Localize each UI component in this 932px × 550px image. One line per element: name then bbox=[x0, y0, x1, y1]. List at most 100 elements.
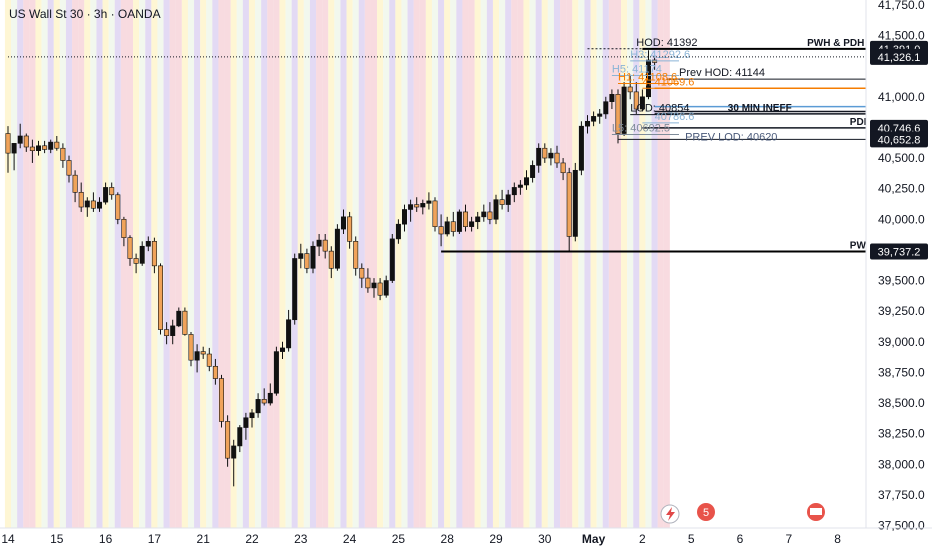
candle-body[interactable] bbox=[469, 221, 475, 227]
candle-body[interactable] bbox=[554, 152, 560, 164]
candle-body[interactable] bbox=[11, 143, 17, 154]
candle-body[interactable] bbox=[347, 216, 353, 242]
candle-body[interactable] bbox=[450, 221, 456, 232]
candle-body[interactable] bbox=[158, 265, 164, 330]
candle-body[interactable] bbox=[633, 91, 639, 110]
candle-body[interactable] bbox=[517, 184, 523, 188]
candle-body[interactable] bbox=[536, 147, 542, 166]
candle-body[interactable] bbox=[225, 421, 231, 459]
candle-body[interactable] bbox=[542, 147, 548, 159]
candle-body[interactable] bbox=[334, 228, 340, 269]
candle-body[interactable] bbox=[212, 365, 218, 379]
candle-body[interactable] bbox=[530, 165, 536, 178]
candle-body[interactable] bbox=[420, 203, 426, 208]
candle-body[interactable] bbox=[66, 160, 72, 176]
earnings-icon[interactable] bbox=[697, 503, 715, 521]
candle-body[interactable] bbox=[54, 141, 60, 149]
candle-body[interactable] bbox=[255, 399, 261, 414]
candle-body[interactable] bbox=[170, 325, 176, 336]
candle-body[interactable] bbox=[261, 399, 267, 404]
candle-body[interactable] bbox=[279, 347, 285, 352]
candle-body[interactable] bbox=[72, 174, 78, 193]
candle-body[interactable] bbox=[29, 146, 35, 151]
candle-body[interactable] bbox=[115, 194, 121, 220]
candle-body[interactable] bbox=[408, 204, 414, 210]
candle-body[interactable] bbox=[5, 133, 11, 154]
candle-body[interactable] bbox=[365, 277, 371, 289]
candle-body[interactable] bbox=[304, 253, 310, 269]
candle-body[interactable] bbox=[109, 187, 115, 196]
candle-body[interactable] bbox=[340, 216, 346, 230]
candle-body[interactable] bbox=[298, 253, 304, 259]
candle-body[interactable] bbox=[560, 162, 566, 174]
candle-body[interactable] bbox=[97, 201, 103, 209]
candle-body[interactable] bbox=[591, 116, 597, 122]
candle-body[interactable] bbox=[219, 378, 225, 422]
candle-body[interactable] bbox=[615, 94, 621, 134]
candle-body[interactable] bbox=[322, 239, 328, 252]
candle-body[interactable] bbox=[383, 280, 389, 296]
candle-body[interactable] bbox=[438, 226, 444, 235]
candle-body[interactable] bbox=[35, 145, 41, 151]
candle-body[interactable] bbox=[164, 329, 170, 336]
candle-body[interactable] bbox=[548, 152, 554, 159]
candle-body[interactable] bbox=[60, 147, 66, 161]
candle-body[interactable] bbox=[316, 239, 322, 247]
candle-body[interactable] bbox=[371, 282, 377, 289]
candle-body[interactable] bbox=[103, 187, 109, 203]
candle-body[interactable] bbox=[42, 145, 48, 150]
candle-body[interactable] bbox=[584, 120, 590, 127]
candle-body[interactable] bbox=[359, 267, 365, 279]
candle-body[interactable] bbox=[499, 199, 505, 205]
candle-body[interactable] bbox=[432, 200, 438, 227]
candle-body[interactable] bbox=[511, 187, 517, 196]
candle-body[interactable] bbox=[17, 135, 23, 144]
candle-body[interactable] bbox=[121, 218, 127, 238]
candle-body[interactable] bbox=[377, 282, 383, 296]
candle-body[interactable] bbox=[426, 200, 432, 204]
candle-body[interactable] bbox=[84, 200, 90, 208]
candle-body[interactable] bbox=[462, 211, 468, 227]
candle-body[interactable] bbox=[151, 241, 157, 267]
candle-body[interactable] bbox=[389, 238, 395, 281]
candle-body[interactable] bbox=[237, 427, 243, 447]
candle-body[interactable] bbox=[200, 351, 206, 355]
candle-body[interactable] bbox=[273, 351, 279, 394]
candle-body[interactable] bbox=[444, 221, 450, 235]
candle-body[interactable] bbox=[639, 96, 645, 110]
candle-body[interactable] bbox=[90, 200, 96, 209]
candle-body[interactable] bbox=[292, 258, 298, 321]
candle-body[interactable] bbox=[139, 245, 145, 264]
candle-body[interactable] bbox=[566, 172, 572, 237]
candle-body[interactable] bbox=[206, 353, 212, 367]
candle-body[interactable] bbox=[395, 223, 401, 240]
candle-body[interactable] bbox=[475, 216, 481, 223]
candle-body[interactable] bbox=[133, 258, 139, 264]
candle-body[interactable] bbox=[48, 141, 54, 150]
candle-body[interactable] bbox=[231, 445, 237, 459]
candle-body[interactable] bbox=[578, 125, 584, 171]
candle-body[interactable] bbox=[456, 211, 462, 232]
candle-body[interactable] bbox=[145, 241, 151, 247]
candle-body[interactable] bbox=[627, 86, 633, 93]
candle-body[interactable] bbox=[481, 211, 487, 218]
candle-body[interactable] bbox=[127, 237, 133, 259]
candle-body[interactable] bbox=[505, 194, 511, 205]
candle-body[interactable] bbox=[243, 417, 249, 428]
candle-body[interactable] bbox=[188, 334, 194, 361]
candle-body[interactable] bbox=[609, 94, 615, 102]
candle-body[interactable] bbox=[597, 113, 603, 117]
candle-body[interactable] bbox=[176, 310, 182, 327]
candle-body[interactable] bbox=[310, 245, 316, 269]
candle-body[interactable] bbox=[182, 310, 188, 335]
candle-body[interactable] bbox=[249, 412, 255, 419]
candle-body[interactable] bbox=[286, 319, 292, 349]
candle-body[interactable] bbox=[401, 209, 407, 225]
candle-body[interactable] bbox=[267, 392, 273, 404]
candle-body[interactable] bbox=[523, 177, 529, 186]
candle-body[interactable] bbox=[621, 86, 627, 134]
candle-body[interactable] bbox=[645, 59, 651, 98]
candle-body[interactable] bbox=[572, 169, 578, 237]
candle-body[interactable] bbox=[487, 211, 493, 220]
